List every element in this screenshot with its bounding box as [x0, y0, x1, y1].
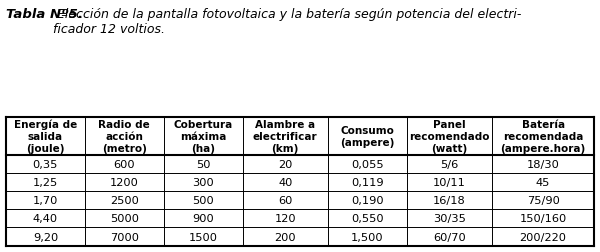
Text: 1,70: 1,70 — [33, 195, 58, 205]
Text: 20: 20 — [278, 159, 292, 169]
Text: Radio de
acción
(metro): Radio de acción (metro) — [98, 119, 150, 153]
Text: 40: 40 — [278, 177, 292, 187]
Text: 9,20: 9,20 — [33, 232, 58, 242]
Text: 150/160: 150/160 — [520, 213, 567, 224]
Text: 1500: 1500 — [188, 232, 218, 242]
Text: 60/70: 60/70 — [433, 232, 466, 242]
Text: Batería
recomendada
(ampere.hora): Batería recomendada (ampere.hora) — [500, 119, 586, 153]
Text: 500: 500 — [192, 195, 214, 205]
Text: Elección de la pantalla fotovoltaica y la batería según potencia del electri-
fi: Elección de la pantalla fotovoltaica y l… — [53, 8, 521, 36]
Text: 0,055: 0,055 — [351, 159, 383, 169]
Text: Tabla Nº5.: Tabla Nº5. — [6, 8, 83, 20]
Text: 1,500: 1,500 — [351, 232, 383, 242]
Text: 200/220: 200/220 — [520, 232, 566, 242]
Text: 0,550: 0,550 — [351, 213, 383, 224]
Text: 18/30: 18/30 — [527, 159, 560, 169]
Text: 75/90: 75/90 — [527, 195, 560, 205]
Text: Consumo
(ampere): Consumo (ampere) — [340, 125, 395, 147]
Text: Panel
recomendado
(watt): Panel recomendado (watt) — [409, 119, 490, 153]
Text: Alambre a
electrificar
(km): Alambre a electrificar (km) — [253, 119, 317, 153]
Text: 1,25: 1,25 — [33, 177, 58, 187]
Text: 7000: 7000 — [110, 232, 139, 242]
Text: 2500: 2500 — [110, 195, 139, 205]
Text: 900: 900 — [192, 213, 214, 224]
Text: 30/35: 30/35 — [433, 213, 466, 224]
Text: 0,35: 0,35 — [33, 159, 58, 169]
Text: 200: 200 — [274, 232, 296, 242]
Text: 600: 600 — [113, 159, 135, 169]
Text: 4,40: 4,40 — [33, 213, 58, 224]
Text: 10/11: 10/11 — [433, 177, 466, 187]
Text: 50: 50 — [196, 159, 211, 169]
Text: 1200: 1200 — [110, 177, 139, 187]
Text: 45: 45 — [536, 177, 550, 187]
Text: 60: 60 — [278, 195, 292, 205]
Text: Cobertura
máxima
(ha): Cobertura máxima (ha) — [173, 119, 233, 153]
Text: 5000: 5000 — [110, 213, 139, 224]
Text: 0,119: 0,119 — [351, 177, 383, 187]
Text: 300: 300 — [192, 177, 214, 187]
Text: 0,190: 0,190 — [351, 195, 383, 205]
Text: 120: 120 — [274, 213, 296, 224]
Text: 16/18: 16/18 — [433, 195, 466, 205]
Text: Energía de
salida
(joule): Energía de salida (joule) — [14, 119, 77, 153]
Text: 5/6: 5/6 — [440, 159, 458, 169]
